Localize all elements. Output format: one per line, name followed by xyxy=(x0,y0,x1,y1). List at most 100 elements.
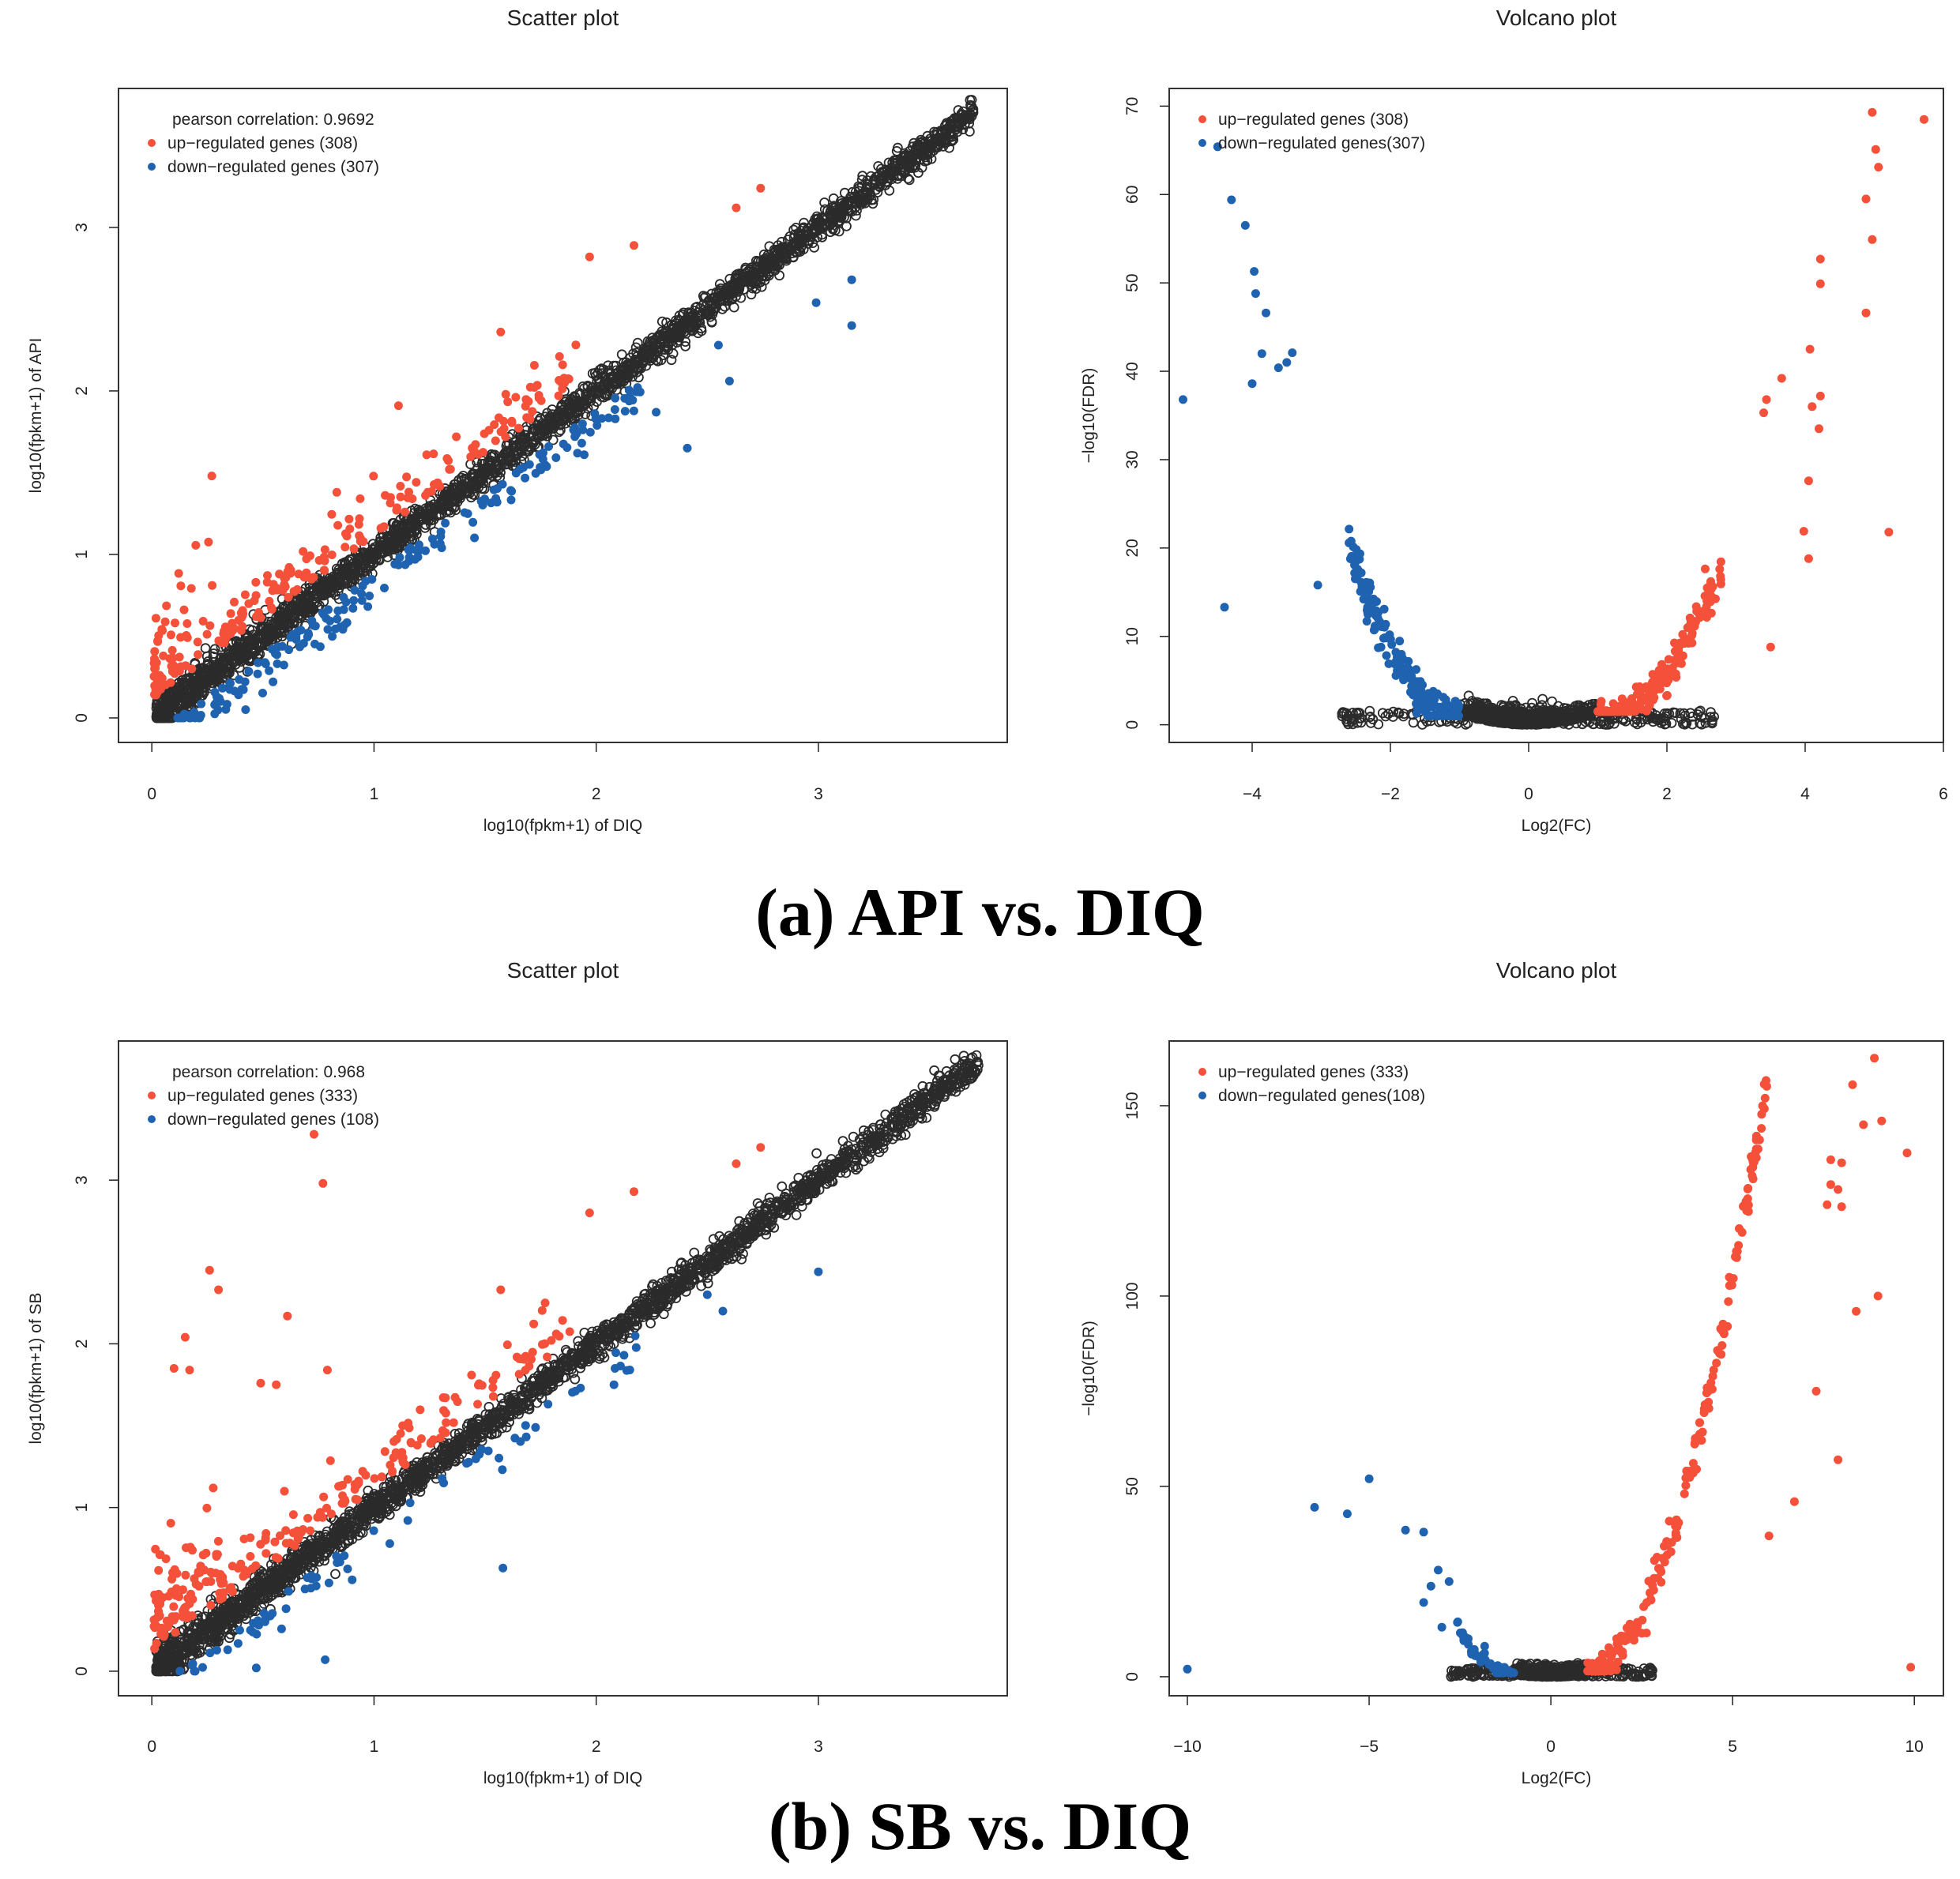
gene-point xyxy=(752,257,763,268)
gene-point xyxy=(1536,715,1547,726)
up-gene-point xyxy=(630,241,638,250)
gene-point xyxy=(582,380,593,391)
gene-point xyxy=(596,368,608,379)
gene-point xyxy=(172,682,183,693)
gene-point xyxy=(288,616,299,627)
up-gene-point xyxy=(490,420,499,430)
gene-point xyxy=(924,145,935,156)
gene-point xyxy=(615,376,626,387)
down-gene-point xyxy=(296,626,306,635)
gene-point xyxy=(780,253,790,264)
gene-point xyxy=(1545,714,1556,725)
gene-point xyxy=(173,685,184,696)
y-tick-label: 30 xyxy=(1123,450,1142,468)
down-gene-point xyxy=(394,560,403,569)
down-gene-point xyxy=(847,321,856,330)
gene-point xyxy=(1584,716,1595,727)
x-tick-label: 1 xyxy=(370,785,379,803)
up-gene-point xyxy=(480,429,489,438)
up-gene-point xyxy=(176,633,186,642)
up-gene-point xyxy=(182,633,192,642)
gene-point xyxy=(547,434,559,445)
gene-point xyxy=(906,156,916,167)
gene-point xyxy=(690,302,701,313)
down-gene-point xyxy=(1412,665,1421,675)
x-tick-label: 4 xyxy=(1800,785,1810,803)
down-gene-point xyxy=(535,450,544,459)
y-tick-label: 0 xyxy=(1123,720,1142,730)
gene-point xyxy=(966,95,977,105)
down-gene-point xyxy=(507,487,517,496)
up-gene-point xyxy=(555,351,564,361)
down-gene-point xyxy=(1382,651,1391,660)
gene-point xyxy=(774,270,784,281)
gene-point xyxy=(656,316,668,327)
gene-point xyxy=(616,349,627,360)
gene-point xyxy=(244,637,255,648)
gene-point xyxy=(808,223,819,234)
gene-point xyxy=(336,580,347,590)
up-gene-point xyxy=(1706,592,1716,601)
gene-point xyxy=(693,307,703,318)
down-gene-point xyxy=(620,393,630,403)
up-gene-point xyxy=(1871,145,1880,154)
down-gene-point xyxy=(1391,671,1401,680)
down-gene-point xyxy=(1356,587,1365,596)
up-gene-point xyxy=(507,416,517,426)
down-gene-point xyxy=(493,484,502,493)
down-gene-point xyxy=(404,546,413,554)
gene-point xyxy=(680,340,690,351)
gene-point xyxy=(287,611,298,622)
gene-point xyxy=(618,376,629,387)
gene-point xyxy=(420,520,431,530)
gene-point xyxy=(574,397,585,408)
gene-point xyxy=(656,355,667,366)
gene-point xyxy=(340,578,351,589)
down-gene-point xyxy=(357,589,367,599)
gene-point xyxy=(596,363,607,374)
gene-point xyxy=(455,493,465,504)
down-gene-point xyxy=(531,468,540,478)
legend-entry: up−regulated genes (308) xyxy=(167,134,358,152)
up-gene-point xyxy=(446,464,455,474)
down-gene-point xyxy=(1450,711,1460,720)
gene-point xyxy=(352,566,363,577)
up-gene-point xyxy=(342,532,352,541)
gene-point xyxy=(675,315,686,326)
down-gene-point xyxy=(811,298,821,307)
gene-point xyxy=(152,712,162,723)
y-axis-label: log10(fpkm+1) of SB xyxy=(27,1292,45,1444)
up-gene-point xyxy=(369,472,378,481)
legend-down-swatch xyxy=(1198,139,1206,147)
gene-point xyxy=(208,651,219,662)
up-gene-point xyxy=(1766,642,1775,652)
down-gene-point xyxy=(195,713,205,723)
up-gene-point xyxy=(1608,699,1618,708)
down-gene-point xyxy=(333,606,343,615)
up-gene-point xyxy=(422,450,431,460)
up-gene-point xyxy=(1620,707,1629,716)
x-tick-label: 1 xyxy=(370,1738,379,1756)
down-gene-point xyxy=(713,340,723,350)
gene-point xyxy=(475,468,486,479)
down-gene-point xyxy=(1347,551,1356,561)
up-gene-point xyxy=(479,448,487,457)
gene-point xyxy=(228,670,239,681)
gene-point xyxy=(511,442,522,453)
up-gene-point xyxy=(176,662,186,671)
x-axis-label: log10(fpkm+1) of DIQ xyxy=(483,817,642,835)
gene-point xyxy=(827,202,837,213)
gene-point xyxy=(179,677,190,688)
gene-point xyxy=(1659,708,1670,719)
gene-point xyxy=(160,690,171,701)
up-gene-point xyxy=(532,381,542,390)
up-gene-point xyxy=(402,472,412,482)
up-gene-point xyxy=(218,635,228,644)
down-gene-point xyxy=(1369,626,1379,635)
down-gene-point xyxy=(258,689,267,697)
down-gene-point xyxy=(1409,690,1418,700)
up-gene-point xyxy=(376,524,386,533)
gene-point xyxy=(386,544,397,555)
up-gene-point xyxy=(263,571,272,581)
up-gene-point xyxy=(1691,602,1701,611)
